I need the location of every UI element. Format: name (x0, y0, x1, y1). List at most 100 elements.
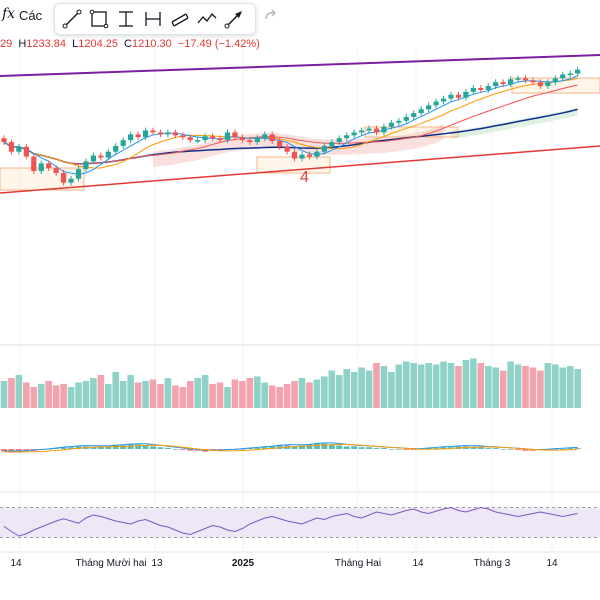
volume-bar (425, 363, 432, 408)
volume-bar (201, 375, 209, 408)
candle-body (522, 78, 529, 81)
volume-bar (492, 367, 499, 408)
x-axis-tick-label: Tháng 3 (474, 558, 511, 569)
candle-body (8, 142, 15, 152)
indicators-label[interactable]: Các (19, 8, 43, 23)
macd-histogram-bar (172, 449, 179, 450)
x-axis-tick-label: 13 (151, 558, 163, 569)
macd-histogram-bar (388, 449, 395, 450)
macd-histogram-bar (515, 449, 522, 450)
candle-body (448, 94, 454, 99)
volume-bar (432, 364, 440, 408)
macd-histogram-bar (187, 449, 194, 451)
candle-body (291, 151, 298, 159)
candle-body (403, 116, 409, 121)
candle-body (195, 140, 201, 142)
macd-histogram-bar (507, 449, 514, 450)
high-value: 1233.84 (26, 38, 67, 50)
volume-bar (388, 372, 395, 408)
volume-bar (507, 361, 514, 408)
ichimoku-cloud-green (451, 107, 578, 139)
candle-body (366, 128, 372, 131)
x-axis-tick-label: 14 (546, 558, 558, 569)
macd-histogram-bar (440, 447, 447, 449)
x-axis-tick-label: Tháng Mười hai (75, 558, 146, 569)
path-icon[interactable] (194, 6, 220, 32)
macd-histogram-bar (97, 447, 104, 449)
macd-histogram-bar (358, 447, 365, 449)
volume-bar (127, 375, 134, 408)
volume-bar (186, 381, 194, 408)
rectangle-icon[interactable] (86, 6, 112, 32)
wave-annotation-label: 4 (300, 169, 309, 186)
macd-histogram-bar (75, 446, 82, 449)
open-value: 29 (0, 38, 13, 50)
close-value: 1210.30 (132, 38, 172, 50)
volume-bar (30, 387, 38, 408)
macd-histogram-bar (1, 449, 7, 452)
macd-histogram-bar (127, 444, 134, 449)
redo-icon[interactable] (262, 6, 280, 24)
date-range-icon[interactable] (113, 6, 139, 32)
macd-histogram-bar (291, 446, 298, 449)
volume-bar (514, 364, 522, 408)
macd-line (3, 442, 578, 452)
candle-body (142, 130, 149, 138)
candle-body (16, 146, 22, 152)
fx-icon[interactable]: 𝑓x (2, 6, 16, 22)
volume-bar (239, 381, 246, 408)
candle-body (299, 154, 305, 159)
macd-histogram-bar (522, 449, 529, 451)
candle-body (38, 163, 44, 172)
volume-bar (194, 378, 201, 408)
candle-body (254, 138, 260, 143)
volume-bar (358, 367, 365, 408)
drawing-tools-panel (54, 3, 256, 35)
fib-channel-icon[interactable] (167, 6, 193, 32)
volume-bar (440, 361, 447, 408)
macd-histogram-bar (269, 446, 276, 449)
candle-body (31, 156, 37, 172)
candle-body (388, 122, 394, 127)
volume-bar (537, 370, 544, 408)
arrow-marker-icon[interactable] (221, 6, 247, 32)
candle-body (314, 151, 320, 157)
volume-bar (477, 363, 485, 408)
volume-bar (231, 379, 239, 408)
candle-body (90, 155, 96, 162)
candle-body (373, 128, 380, 133)
candle-body (411, 113, 417, 117)
volume-bar (142, 381, 149, 408)
volume-bar (350, 372, 358, 408)
close-label: C (124, 38, 132, 50)
macd-histogram-bar (380, 448, 387, 449)
macd-histogram-bar (164, 448, 171, 449)
volume-bar (447, 363, 455, 408)
candle-body (508, 79, 514, 85)
price-range-icon[interactable] (140, 6, 166, 32)
candle-body (396, 120, 402, 123)
macd-histogram-bar (492, 448, 499, 449)
candle-body (344, 135, 350, 139)
x-axis-tick-label: Tháng Hai (335, 558, 381, 569)
macd-histogram-bar (328, 444, 335, 449)
candle-body (120, 140, 126, 146)
volume-bar (462, 360, 470, 408)
candle-body (552, 78, 558, 83)
candle-body (545, 82, 551, 87)
trend-line-icon[interactable] (59, 6, 85, 32)
macd-histogram-bar (336, 445, 343, 449)
volume-bar (276, 387, 283, 408)
candle-body (1, 138, 7, 143)
macd-histogram-bar (321, 443, 328, 449)
volume-bar (365, 370, 373, 408)
macd-histogram-bar (90, 447, 97, 449)
macd-histogram-bar (313, 443, 320, 449)
volume-bar (216, 382, 224, 408)
volume-bar (134, 382, 142, 408)
volume-bar (52, 385, 60, 408)
macd-histogram-bar (306, 444, 313, 449)
volume-bar (470, 358, 477, 408)
volume-bar (75, 382, 82, 408)
